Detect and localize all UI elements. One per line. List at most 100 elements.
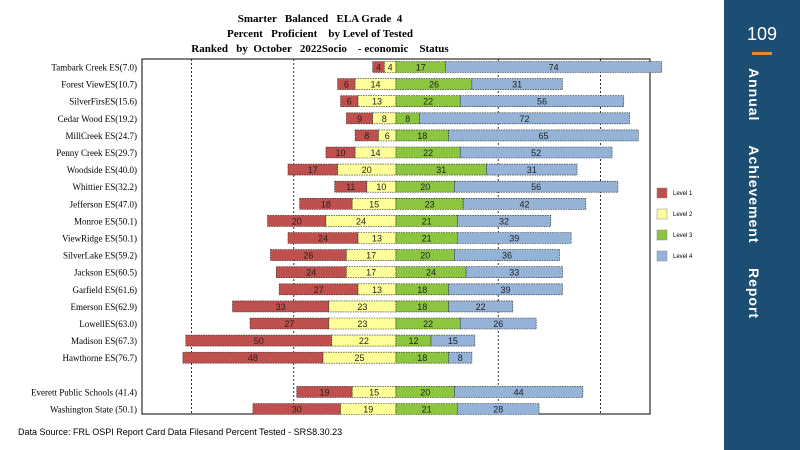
data-label: 50 bbox=[254, 336, 264, 346]
bar-level-2 bbox=[366, 180, 397, 193]
data-label: 20 bbox=[362, 165, 372, 175]
data-label: 23 bbox=[357, 302, 367, 312]
data-label: 8 bbox=[382, 114, 387, 124]
data-label: 13 bbox=[372, 97, 382, 107]
bar-level-4 bbox=[448, 300, 514, 313]
data-label: 36 bbox=[502, 251, 512, 261]
data-label: 17 bbox=[308, 165, 318, 175]
data-label: 19 bbox=[319, 387, 329, 397]
category-label: Washington State (50.1) bbox=[50, 405, 137, 415]
data-label: 25 bbox=[354, 353, 364, 363]
data-label: 42 bbox=[519, 199, 529, 209]
legend-label: Level 1 bbox=[673, 191, 693, 197]
category-label: Penny Creek ES(29.7) bbox=[56, 148, 137, 158]
category-label: Woodside ES(40.0) bbox=[67, 165, 137, 175]
data-label: 18 bbox=[321, 199, 331, 209]
data-label: 6 bbox=[385, 131, 390, 141]
data-label: 21 bbox=[422, 216, 432, 226]
bar-level-1 bbox=[249, 317, 330, 330]
category-label: Cedar Wood ES(19.2) bbox=[58, 114, 137, 124]
data-label: 44 bbox=[514, 387, 524, 397]
category-label: Forest ViewES(10.7) bbox=[61, 80, 137, 90]
bar-level-4 bbox=[471, 78, 563, 90]
data-label: 21 bbox=[422, 234, 432, 244]
data-label: 10 bbox=[376, 182, 386, 192]
bar-level-3 bbox=[395, 95, 461, 107]
chart-title-line-2: Percent Proficient by Level of Tested bbox=[227, 28, 413, 40]
bar-level-4 bbox=[448, 283, 563, 296]
data-label: 32 bbox=[499, 216, 509, 226]
data-label: 23 bbox=[425, 199, 435, 209]
category-label: Emerson ES(62.9) bbox=[71, 302, 138, 312]
bar-level-1 bbox=[340, 95, 359, 107]
data-label: 23 bbox=[357, 319, 367, 329]
data-label: 15 bbox=[369, 387, 379, 397]
bar-level-4 bbox=[457, 403, 540, 415]
bar-level-4 bbox=[457, 232, 572, 244]
category-label: Everett Public Schools (41.4) bbox=[31, 387, 137, 397]
data-label: 56 bbox=[537, 97, 547, 107]
category-label: SilverLake ES(59.2) bbox=[63, 251, 137, 261]
category-label: Jackson ES(60.5) bbox=[74, 268, 137, 278]
data-label: 27 bbox=[314, 285, 324, 295]
category-label: Madison ES(67.3) bbox=[71, 336, 137, 346]
category-label: Hawthorne ES(76.7) bbox=[63, 353, 137, 363]
data-label: 17 bbox=[416, 63, 426, 73]
bar-level-1 bbox=[372, 61, 385, 73]
data-label: 18 bbox=[417, 353, 427, 363]
data-label: 24 bbox=[318, 234, 328, 244]
category-label: Whittier ES(32.2) bbox=[73, 182, 138, 192]
data-label: 30 bbox=[292, 405, 302, 415]
data-label: 15 bbox=[369, 199, 379, 209]
bar-level-1 bbox=[354, 129, 379, 142]
bar-level-3 bbox=[395, 232, 458, 244]
page-number: 109 bbox=[746, 24, 778, 44]
data-label: 52 bbox=[531, 148, 541, 158]
bar-level-3 bbox=[395, 317, 461, 330]
bar-level-1 bbox=[267, 215, 327, 227]
legend-swatch bbox=[656, 187, 668, 199]
data-label: 24 bbox=[426, 268, 436, 278]
data-source-note: Data Source: FRL OSPI Report Card Data F… bbox=[18, 427, 343, 437]
data-label: 14 bbox=[371, 148, 381, 158]
legend-label: Level 3 bbox=[673, 233, 693, 239]
bar-level-1 bbox=[287, 232, 359, 244]
data-label: 48 bbox=[248, 353, 258, 363]
category-label: Garfield ES(61.6) bbox=[73, 285, 137, 295]
data-label: 26 bbox=[429, 80, 439, 90]
bar-level-4 bbox=[448, 129, 639, 142]
data-label: 17 bbox=[366, 268, 376, 278]
legend-label: Level 4 bbox=[673, 254, 693, 260]
data-label: 33 bbox=[509, 268, 519, 278]
data-label: 22 bbox=[476, 302, 486, 312]
bar-level-4 bbox=[454, 180, 619, 193]
data-label: 9 bbox=[357, 114, 362, 124]
data-label: 4 bbox=[388, 63, 393, 73]
category-label: ViewRidge ES(50.1) bbox=[62, 234, 137, 244]
chart-title-line-1: Smarter Balanced ELA Grade 4 bbox=[237, 13, 403, 25]
data-label: 8 bbox=[405, 114, 410, 124]
chart-title-line-3: Ranked by October 2022Socio - economic S… bbox=[191, 43, 449, 55]
data-label: 10 bbox=[336, 148, 346, 158]
data-label: 26 bbox=[493, 319, 503, 329]
data-label: 20 bbox=[420, 251, 430, 261]
data-label: 11 bbox=[346, 182, 355, 192]
bar-level-3 bbox=[395, 403, 458, 415]
bar-level-4 bbox=[448, 351, 473, 364]
bar-level-1 bbox=[346, 112, 373, 125]
data-label: 6 bbox=[344, 80, 349, 90]
bar-level-2 bbox=[351, 386, 397, 398]
report-vertical-title: Annual Achievement Report bbox=[746, 68, 762, 320]
category-label: Tambark Creek ES(7.0) bbox=[51, 63, 137, 73]
data-label: 4 bbox=[376, 63, 381, 73]
bar-level-4 bbox=[486, 163, 578, 176]
data-label: 65 bbox=[538, 131, 548, 141]
data-label: 22 bbox=[423, 148, 433, 158]
sidebar-accent-bar bbox=[752, 52, 772, 55]
data-label: 8 bbox=[364, 131, 369, 141]
data-label: 56 bbox=[531, 182, 541, 192]
data-label: 13 bbox=[372, 285, 382, 295]
data-label: 14 bbox=[371, 80, 381, 90]
bar-level-4 bbox=[459, 146, 613, 159]
